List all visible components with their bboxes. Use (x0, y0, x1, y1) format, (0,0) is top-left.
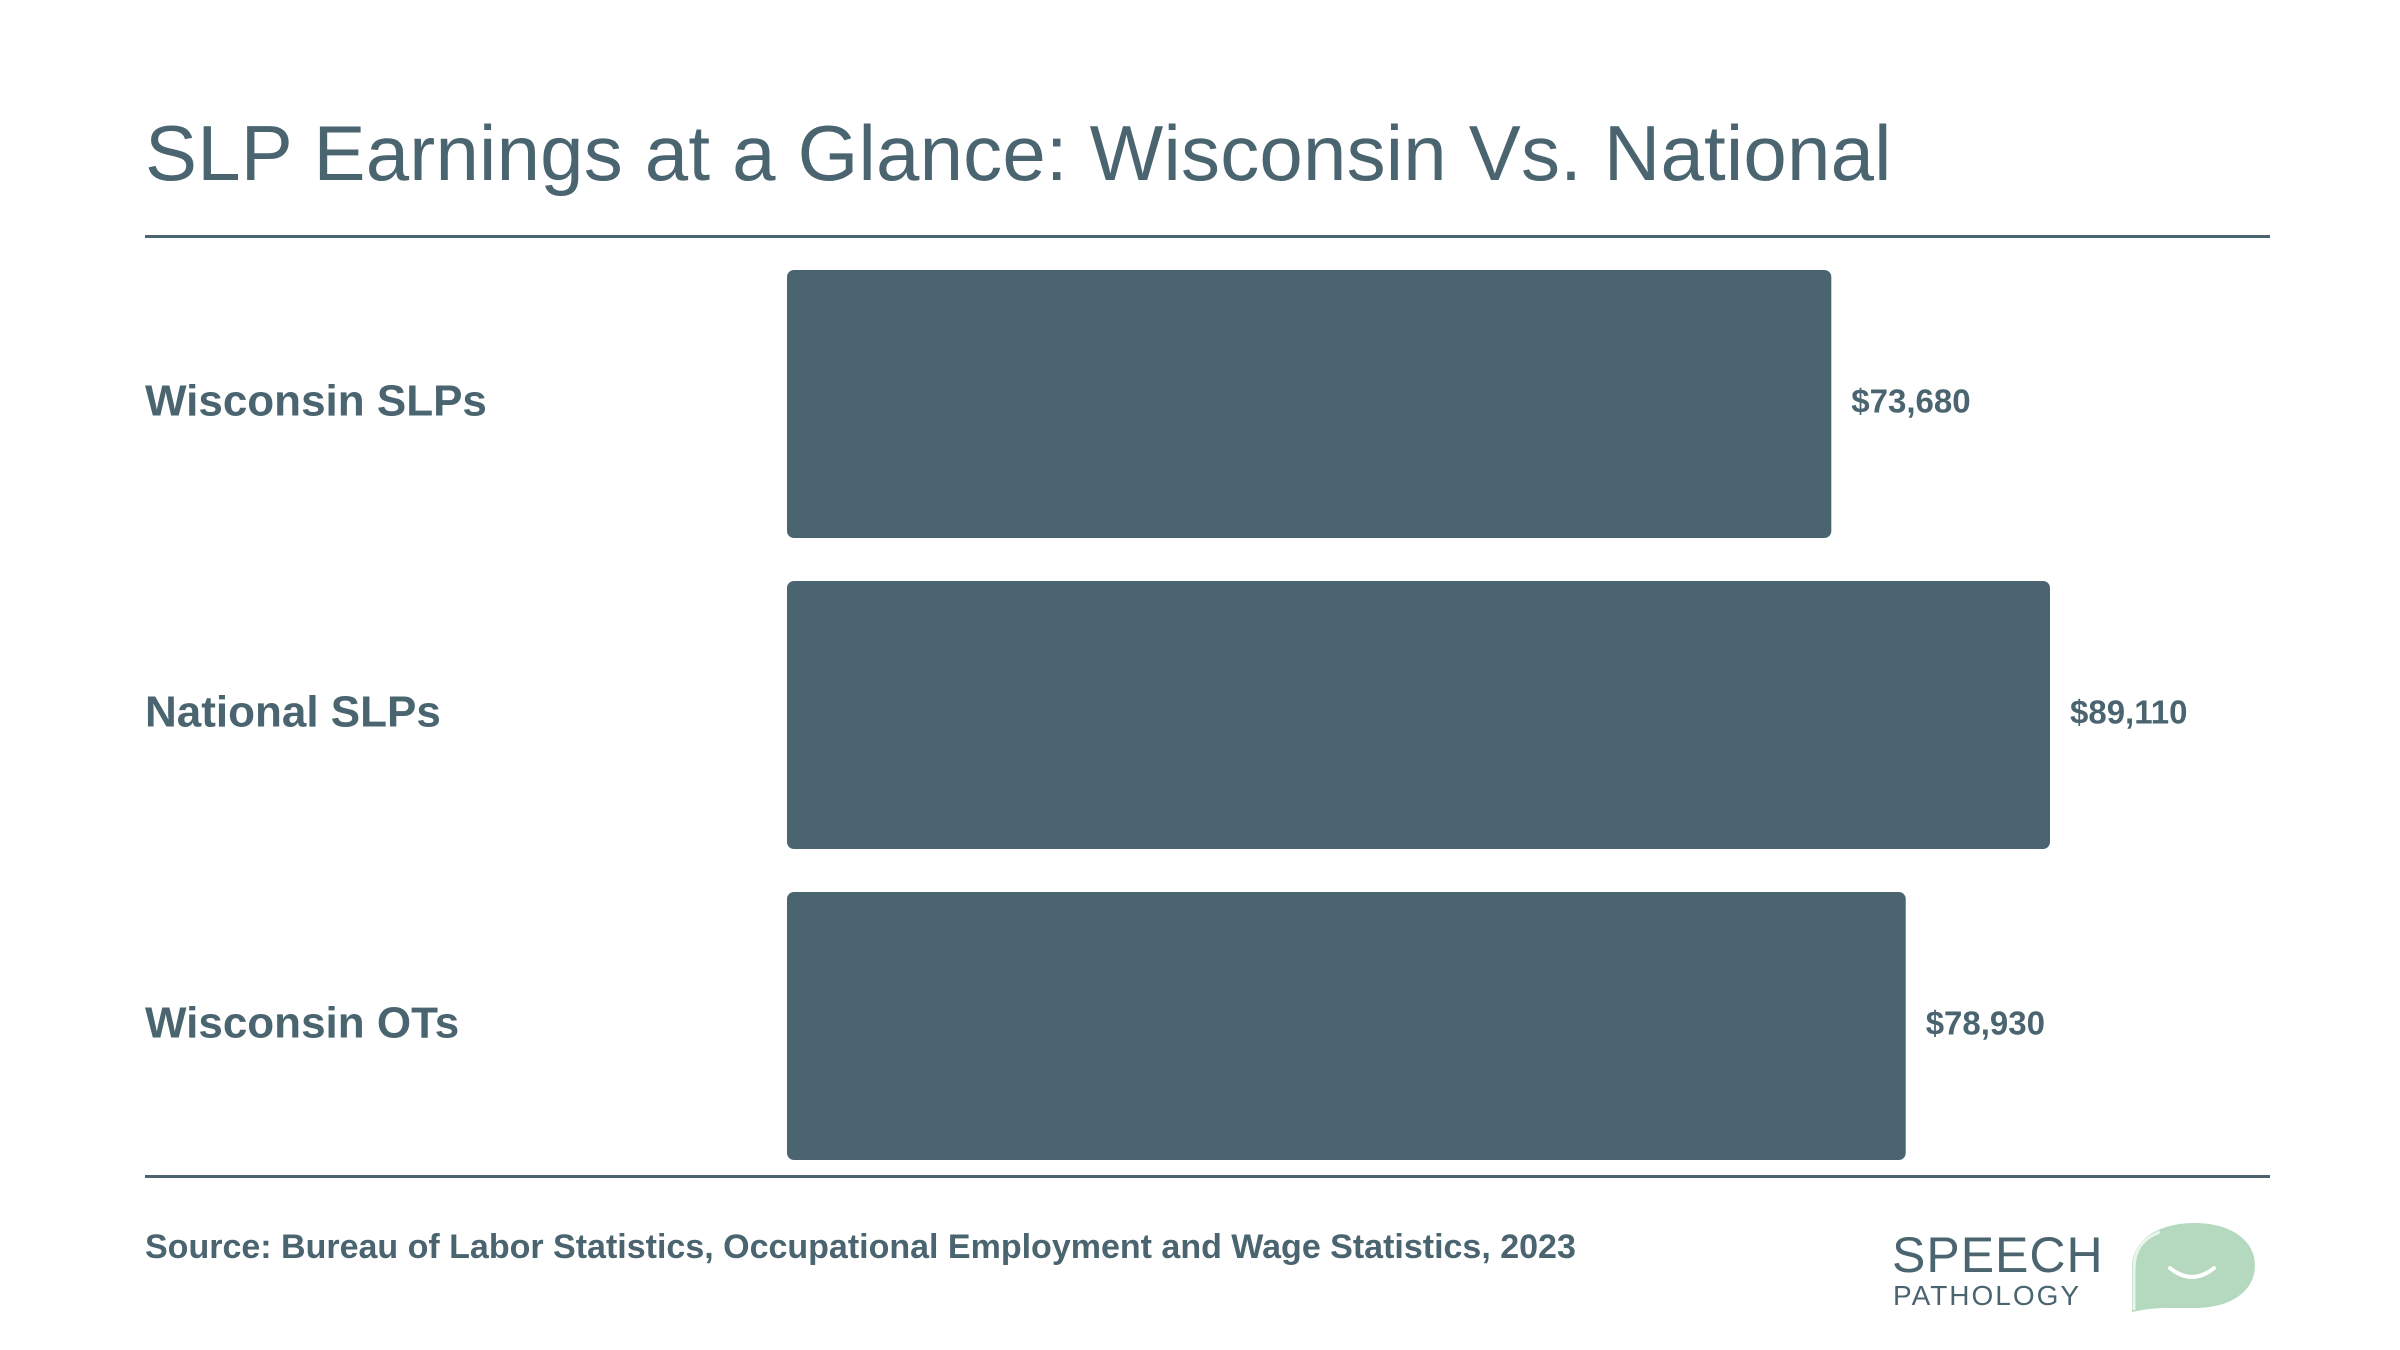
bar-wisconsin-ots (787, 892, 1906, 1160)
category-label: Wisconsin OTs (145, 999, 459, 1048)
value-label: $89,110 (2070, 694, 2187, 731)
chart-title: SLP Earnings at a Glance: Wisconsin Vs. … (145, 109, 1892, 197)
category-label: National SLPs (145, 688, 441, 737)
value-label: $73,680 (1851, 383, 1970, 420)
top-divider (145, 235, 2270, 238)
logo-text-pathology: PATHOLOGY (1893, 1280, 2082, 1311)
speech-bubble-smile-icon (2132, 1223, 2255, 1312)
speech-pathology-logo: SPEECH PATHOLOGY (1890, 1220, 2260, 1315)
bar-wisconsin-slps (787, 270, 1832, 538)
bottom-divider (145, 1175, 2270, 1178)
value-label: $78,930 (1926, 1005, 2045, 1042)
source-note: Source: Bureau of Labor Statistics, Occu… (145, 1228, 1576, 1266)
bar-national-slps (787, 581, 2050, 849)
logo-text-speech: SPEECH (1892, 1227, 2104, 1283)
category-label: Wisconsin SLPs (145, 377, 487, 426)
